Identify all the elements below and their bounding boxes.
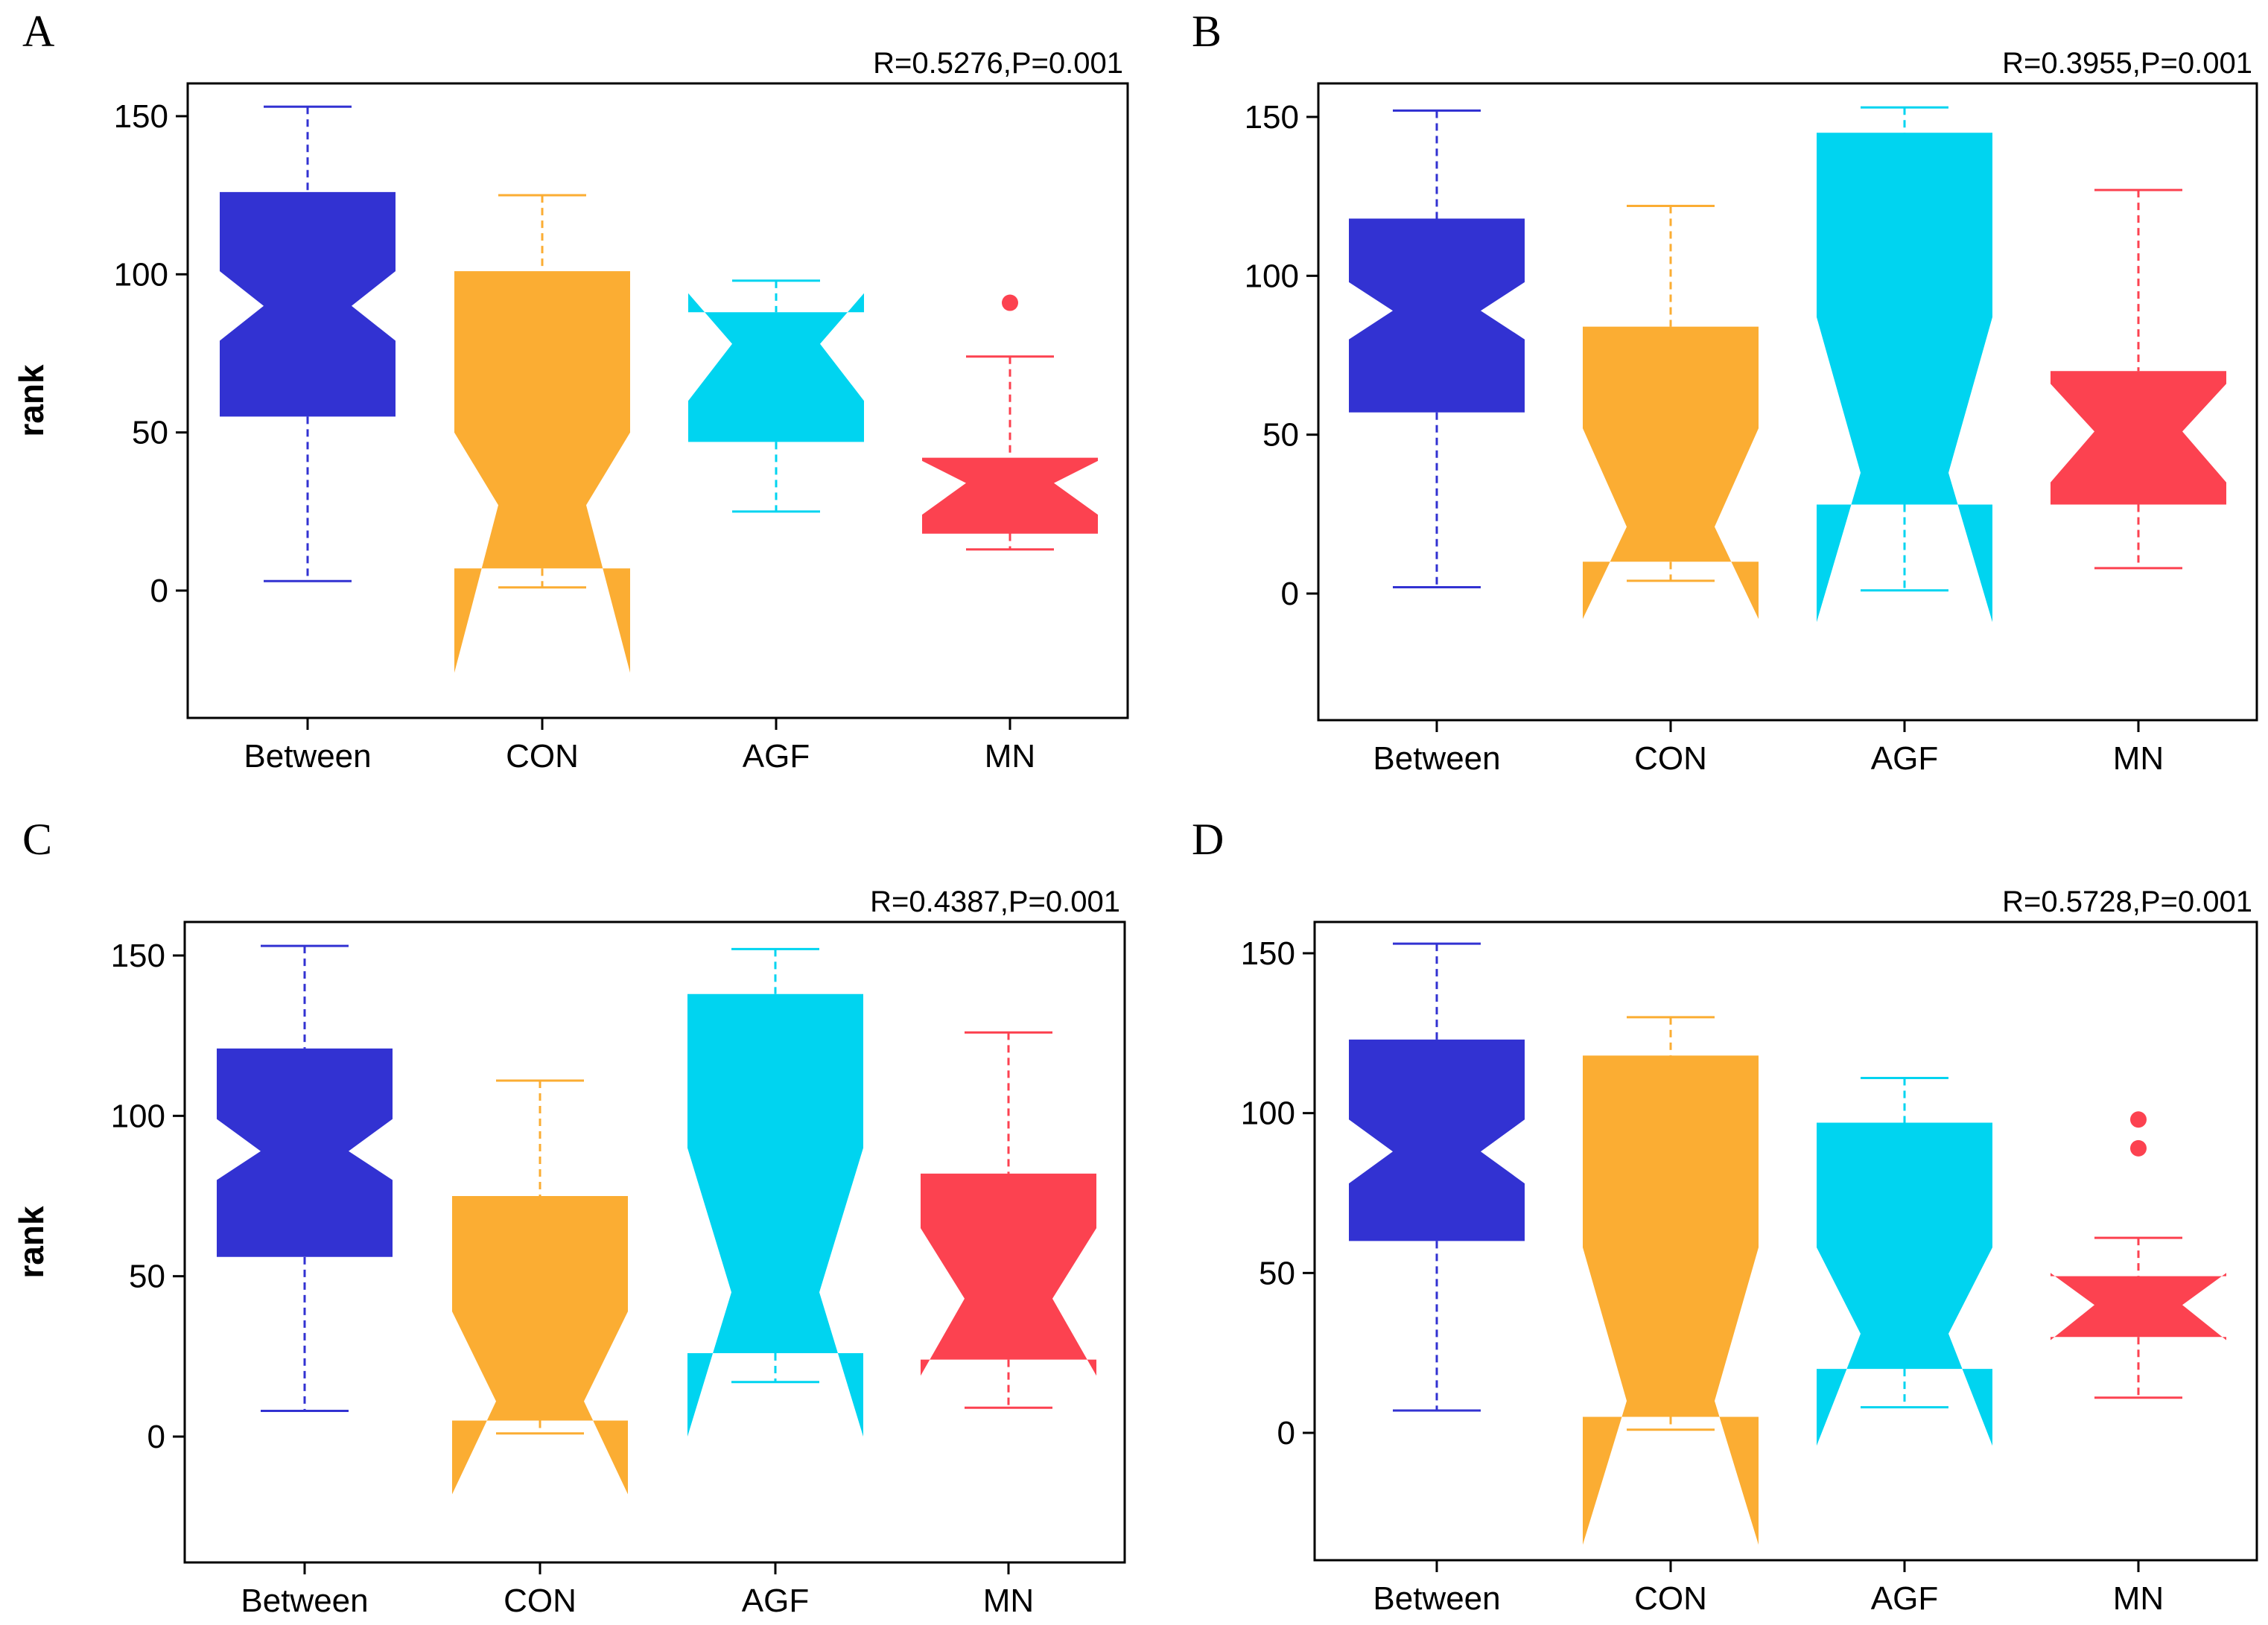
plot-frame xyxy=(186,82,1129,719)
y-tick-label: 150 xyxy=(1245,99,1299,136)
x-category-label: Between xyxy=(1373,1580,1500,1617)
y-tick-label: 150 xyxy=(1241,935,1295,972)
box-between xyxy=(1349,942,1525,1412)
stat-label: R=0.5728,P=0.001 xyxy=(2002,885,2252,918)
panel-c: C R=0.4387,P=0.001 0 50 100 150 rank Between CON… xyxy=(12,815,1126,1619)
box-agf xyxy=(688,279,864,513)
y-tick-label: 50 xyxy=(1259,1255,1295,1291)
x-category-label: Between xyxy=(241,1583,368,1619)
x-category-label: MN xyxy=(2113,1580,2164,1617)
x-category-label: CON xyxy=(504,1583,576,1619)
notched-box xyxy=(2051,371,2226,505)
box-mn xyxy=(2051,1111,2226,1399)
y-tick-label: 50 xyxy=(132,415,168,451)
x-category-label: Between xyxy=(1373,740,1500,777)
y-tick-label: 0 xyxy=(150,573,168,609)
stat-label: R=0.4387,P=0.001 xyxy=(870,885,1120,918)
stat-label: R=0.5276,P=0.001 xyxy=(873,47,1123,80)
y-tick-label: 100 xyxy=(1241,1095,1295,1132)
y-axis-title: rank xyxy=(12,1206,51,1279)
notched-box xyxy=(1583,1055,1759,1545)
x-category-label: MN xyxy=(983,1583,1034,1619)
y-tick-label: 50 xyxy=(1262,417,1299,454)
y-tick-label: 100 xyxy=(111,1098,165,1134)
y-tick-label: 0 xyxy=(147,1419,165,1455)
box-mn xyxy=(921,1031,1096,1409)
notched-box xyxy=(921,1173,1096,1376)
outlier-point xyxy=(2130,1139,2147,1157)
panel-letter: D xyxy=(1192,815,1224,864)
y-tick-label: 0 xyxy=(1281,576,1299,612)
box-between xyxy=(1349,109,1525,588)
box-agf xyxy=(1817,106,1992,623)
box-con xyxy=(452,1079,628,1495)
plot-frame xyxy=(1317,82,2258,722)
notched-box xyxy=(688,293,864,442)
box-con xyxy=(1583,1016,1759,1545)
box-con xyxy=(454,194,630,673)
panel-d: D R=0.5728,P=0.001 0 50 100 150 Between CON AGF M… xyxy=(1192,815,2258,1617)
box-agf xyxy=(687,947,863,1437)
panel-b: B R=0.3955,P=0.001 0 50 100 150 Between CON AGF M… xyxy=(1192,7,2258,777)
panel-letter: A xyxy=(22,7,54,56)
x-category-label: AGF xyxy=(742,1583,809,1619)
notched-box xyxy=(217,1048,393,1257)
panel-letter: C xyxy=(22,815,52,864)
x-category-label: Between xyxy=(244,738,371,775)
notched-box xyxy=(1817,133,1992,623)
notched-box xyxy=(1817,1122,1992,1446)
box-con xyxy=(1583,204,1759,620)
y-tick-label: 150 xyxy=(114,98,168,135)
x-category-label: MN xyxy=(985,738,1035,775)
y-tick-label: 100 xyxy=(1245,258,1299,294)
outlier-point xyxy=(2130,1111,2147,1128)
x-category-label: MN xyxy=(2113,740,2164,777)
outlier-point xyxy=(1002,294,1018,311)
box-mn xyxy=(922,294,1098,551)
notched-box xyxy=(1349,218,1525,413)
y-tick-label: 150 xyxy=(111,938,165,974)
plot-frame xyxy=(183,920,1126,1564)
x-category-label: CON xyxy=(1634,740,1707,777)
box-between xyxy=(220,105,396,582)
plot-frame xyxy=(1313,920,2258,1562)
stat-label: R=0.3955,P=0.001 xyxy=(2002,47,2252,80)
notched-box xyxy=(452,1196,628,1495)
box-agf xyxy=(1817,1076,1992,1446)
panel-a: A R=0.5276,P=0.001 0 50 100 150 rank Between CON… xyxy=(12,7,1129,775)
box-mn xyxy=(2051,188,2226,570)
x-category-label: CON xyxy=(506,738,579,775)
x-category-label: AGF xyxy=(743,738,810,775)
box-between xyxy=(217,944,393,1413)
notched-box xyxy=(454,271,630,673)
x-category-label: AGF xyxy=(1871,740,1938,777)
notched-box xyxy=(1583,326,1759,620)
notched-box xyxy=(2051,1273,2226,1341)
panel-letter: B xyxy=(1192,7,1222,56)
notched-box xyxy=(220,191,396,417)
notched-box xyxy=(687,993,863,1437)
notched-box xyxy=(1349,1039,1525,1241)
y-tick-label: 100 xyxy=(114,256,168,293)
notched-box xyxy=(922,457,1098,534)
x-category-label: CON xyxy=(1634,1580,1707,1617)
y-axis-title: rank xyxy=(12,364,51,437)
x-category-label: AGF xyxy=(1871,1580,1938,1617)
y-tick-label: 50 xyxy=(129,1259,165,1295)
y-tick-label: 0 xyxy=(1277,1415,1295,1451)
